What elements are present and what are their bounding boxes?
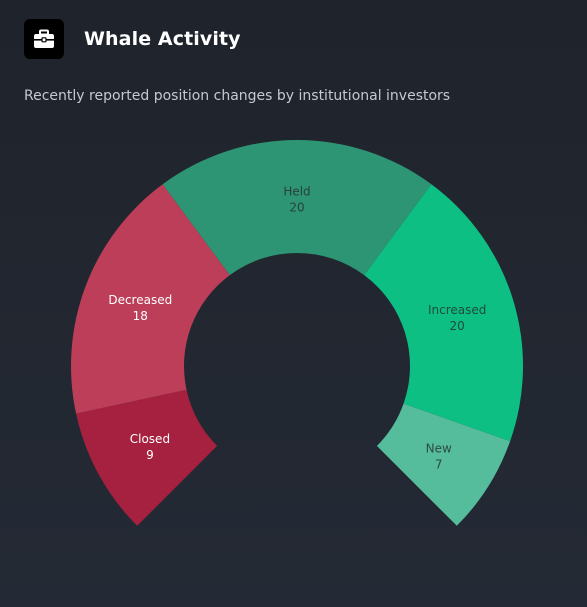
- slice-value: 20: [289, 201, 304, 215]
- slice-label-increased: Increased 20: [428, 303, 486, 333]
- page-subtitle: Recently reported position changes by in…: [24, 88, 451, 104]
- logo: [24, 19, 64, 59]
- slice-label-closed: Closed 9: [130, 432, 170, 462]
- page-title: Whale Activity: [84, 28, 241, 50]
- briefcase-icon: [34, 29, 54, 48]
- chart-slices: [71, 140, 523, 526]
- slice-label-decreased: Decreased 18: [108, 293, 172, 323]
- slice-new[interactable]: [376, 403, 511, 526]
- slice-label-new: New 7: [426, 441, 452, 471]
- slice-value: 7: [435, 457, 443, 471]
- slice-name: New: [426, 441, 452, 455]
- slice-decreased[interactable]: [71, 184, 230, 414]
- slice-value: 20: [450, 319, 465, 333]
- slice-name: Increased: [428, 303, 486, 317]
- slice-name: Closed: [130, 432, 170, 446]
- slice-increased[interactable]: [364, 184, 523, 442]
- slice-name: Decreased: [108, 293, 172, 307]
- slice-closed[interactable]: [76, 389, 218, 526]
- slice-label-held: Held 20: [283, 185, 310, 215]
- slice-held[interactable]: [162, 140, 432, 276]
- slice-name: Held: [283, 185, 310, 199]
- header: Whale Activity: [24, 19, 241, 59]
- slice-value: 18: [133, 309, 148, 323]
- slice-value: 9: [146, 448, 154, 462]
- chart-labels: Closed 9 Decreased 18 Held 20 Increased 20 New 7: [108, 185, 486, 472]
